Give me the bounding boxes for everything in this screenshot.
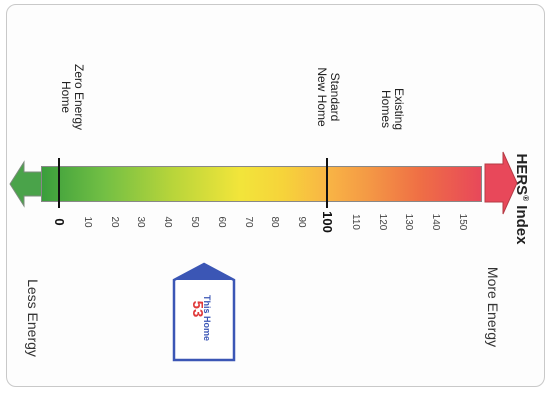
zero-energy-line1: Zero Energy bbox=[72, 63, 86, 131]
tick-label-100: 100 bbox=[320, 211, 335, 233]
this-home-value: 53 bbox=[189, 300, 206, 318]
standard-reference-line bbox=[326, 158, 328, 208]
tick-label-30: 30 bbox=[135, 216, 147, 228]
tick-label-120: 120 bbox=[376, 213, 388, 231]
tick-label-70: 70 bbox=[242, 216, 254, 228]
existing-line2: Homes bbox=[378, 89, 393, 128]
tick-label-50: 50 bbox=[189, 216, 200, 228]
tick-label-150: 150 bbox=[457, 213, 468, 231]
tick-label-130: 130 bbox=[403, 213, 415, 231]
tick-label-40: 40 bbox=[162, 216, 174, 228]
this-home-marker bbox=[172, 262, 236, 362]
low-energy-arrow-icon bbox=[9, 160, 43, 208]
existing-line1: Existing bbox=[392, 87, 406, 131]
more-energy-caption: More Energy bbox=[485, 266, 501, 348]
tick-label-0: 0 bbox=[52, 218, 67, 226]
high-energy-arrow-icon bbox=[484, 151, 518, 215]
tick-label-20: 20 bbox=[108, 216, 120, 228]
tick-label-90: 90 bbox=[296, 216, 308, 228]
less-energy-caption: Less Energy bbox=[25, 279, 41, 357]
tick-label-60: 60 bbox=[215, 216, 227, 228]
existing-homes-annotation: Existing Homes bbox=[371, 59, 406, 159]
standard-line1: Standard bbox=[328, 72, 342, 122]
tick-label-110: 110 bbox=[349, 214, 361, 230]
tick-label-80: 80 bbox=[269, 216, 281, 228]
tick-label-140: 140 bbox=[430, 213, 442, 231]
energy-scale-bar bbox=[41, 166, 482, 202]
tick-label-10: 10 bbox=[81, 216, 93, 228]
zero-energy-line2: Home bbox=[58, 80, 73, 113]
zero-reference-line bbox=[58, 158, 60, 208]
standard-new-home-annotation: Standard New Home bbox=[307, 37, 342, 157]
standard-line2: New Home bbox=[314, 67, 329, 127]
zero-energy-annotation: Zero Energy Home bbox=[51, 42, 86, 152]
